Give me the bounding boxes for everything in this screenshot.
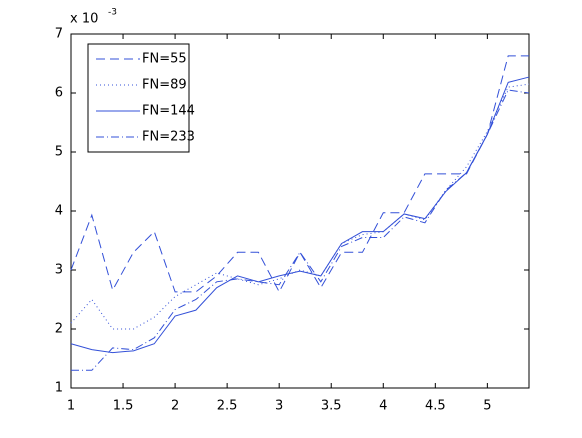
x-tick-label: 1.5 xyxy=(113,399,134,414)
y-tick-label: 5 xyxy=(55,145,63,160)
x-tick-label: 3.5 xyxy=(321,399,342,414)
y-tick-label: 3 xyxy=(55,263,63,278)
y-tick-label: 6 xyxy=(55,86,63,101)
series-line xyxy=(70,76,530,354)
x-tick-label: 2.5 xyxy=(217,399,238,414)
legend-box xyxy=(87,43,190,153)
legend-label: FN=233 xyxy=(142,130,195,145)
x-tick-label: 5 xyxy=(483,399,491,414)
legend-label: FN=144 xyxy=(142,104,195,119)
y-tick-label: 2 xyxy=(55,322,63,337)
series-line xyxy=(70,55,529,293)
series-line xyxy=(70,83,530,330)
x-tick-label: 3 xyxy=(275,399,283,414)
series-line xyxy=(71,89,530,371)
y-multiplier-exponent: -3 xyxy=(108,8,117,18)
x-tick-label: 4 xyxy=(379,399,387,414)
y-multiplier: x 10 xyxy=(70,12,98,27)
x-tick-label: 1 xyxy=(67,399,75,414)
legend-label: FN=55 xyxy=(142,52,187,67)
legend-label: FN=89 xyxy=(142,78,187,93)
x-tick-label: 2 xyxy=(171,399,179,414)
x-tick-label: 4.5 xyxy=(425,399,446,414)
y-tick-label: 1 xyxy=(55,381,63,396)
y-tick-label: 7 xyxy=(55,27,63,42)
y-tick-label: 4 xyxy=(55,204,63,219)
